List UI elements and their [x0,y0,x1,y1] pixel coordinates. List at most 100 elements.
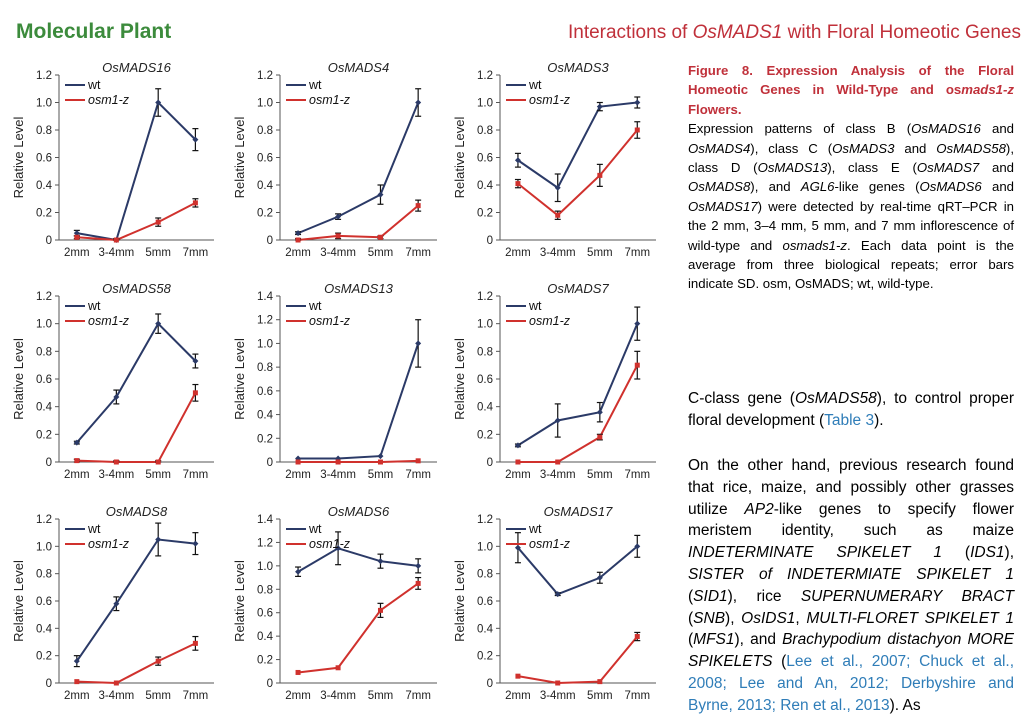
y-tick-label: 0.2 [36,429,52,441]
y-tick-label: 0.4 [477,180,494,192]
legend-label-wt: wt [87,78,101,92]
citations-link[interactable]: Lee et al., 2007; Chuck et al., 2008; Le… [688,653,1014,714]
y-axis-label: Relative Level [452,560,467,642]
series-line-wt [517,545,638,596]
y-tick-label: 0.2 [477,208,493,220]
x-tick-label: 5mm [368,469,394,481]
legend-label-wt: wt [308,522,322,536]
y-tick-label: 1.0 [36,541,52,553]
data-point-osm1-z [555,459,561,465]
data-point-wt [155,536,162,543]
table-3-link[interactable]: Table 3 [824,411,875,429]
y-tick-label: 1.2 [36,291,52,303]
running-title-gene: OsMADS1 [692,22,783,43]
y-tick-label: 0.6 [257,153,273,165]
data-point-wt [514,442,521,449]
y-tick-label: 0.2 [257,433,273,445]
y-tick-label: 0.4 [257,410,274,422]
running-title-post: with Floral Homeotic Genes [782,22,1021,43]
data-point-osm1-z [634,362,640,368]
chart-title: OsMADS16 [102,60,171,75]
data-point-osm1-z [555,680,561,686]
data-point-osm1-z [295,237,301,243]
data-point-osm1-z [192,640,198,646]
y-tick-label: 0 [46,235,52,247]
data-point-wt [192,136,199,143]
chart-osmads7: OsMADS7 0 0.2 0.4 0.6 0.8 1.0 1.2 Relative Level… [452,281,656,481]
x-tick-label: 7mm [624,690,650,702]
data-point-wt [295,568,302,575]
series-line-osm1-z [298,459,419,463]
y-tick-label: 1.2 [477,514,493,526]
y-tick-label: 0.2 [477,651,493,663]
x-tick-label: 2mm [505,690,531,702]
data-point-wt [554,184,561,191]
legend-label-osm1-z: osm1-z [309,537,351,551]
legend-label-wt: wt [308,299,322,313]
data-point-wt [73,658,80,665]
data-point-osm1-z [597,679,603,685]
y-axis-label: Relative Level [11,338,26,420]
y-tick-label: 0.6 [36,596,52,608]
x-tick-label: 5mm [145,469,171,481]
y-tick-label: 1.4 [257,291,274,303]
series-line-wt [517,323,639,447]
y-tick-label: 0.8 [36,346,52,358]
y-axis-label: Relative Level [232,338,247,420]
data-point-osm1-z [335,665,341,671]
y-tick-label: 0.2 [257,208,273,220]
y-tick-label: 1.0 [477,98,493,110]
y-tick-label: 0.4 [36,402,53,414]
y-tick-label: 0.8 [477,346,493,358]
y-tick-label: 0 [46,457,52,469]
chart-osmads13: OsMADS13 0 0.2 0.4 0.6 0.8 1.0 1.2 1.4 Relative L… [232,281,437,481]
y-tick-label: 0.4 [257,180,274,192]
data-point-osm1-z [597,172,603,178]
y-tick-label: 1.0 [257,338,273,350]
data-point-wt [113,600,120,607]
series-line-osm1-z [297,582,419,674]
x-tick-label: 3-4mm [320,247,356,259]
y-tick-label: 0 [267,235,273,247]
data-point-wt [73,439,80,446]
chart-title: OsMADS3 [547,60,609,75]
body-paragraph-2: On the other hand, previous research fou… [688,457,1014,714]
data-point-osm1-z [415,203,421,209]
data-point-osm1-z [74,234,80,240]
x-tick-label: 3-4mm [540,469,576,481]
data-point-osm1-z [74,458,80,464]
data-point-wt [634,99,641,106]
data-point-osm1-z [634,127,640,133]
data-point-wt [377,453,384,460]
series-line-wt [297,102,420,235]
y-tick-label: 0.6 [257,608,273,620]
data-point-osm1-z [597,434,603,440]
data-point-osm1-z [515,181,521,187]
x-tick-label: 5mm [587,469,613,481]
running-title-pre: Interactions of [567,22,693,43]
x-tick-label: 2mm [285,690,311,702]
data-point-osm1-z [192,200,198,206]
x-tick-label: 7mm [405,690,431,702]
y-tick-label: 0.8 [257,362,273,374]
data-point-osm1-z [192,390,198,396]
y-tick-label: 1.0 [257,98,273,110]
x-tick-label: 2mm [285,469,311,481]
data-point-osm1-z [555,212,561,218]
y-tick-label: 1.2 [257,70,273,82]
legend-label-wt: wt [87,522,101,536]
data-point-wt [335,545,342,552]
chart-title: OsMADS6 [328,504,390,519]
data-point-wt [596,409,603,416]
data-point-osm1-z [113,237,119,243]
data-point-wt [377,191,384,198]
x-tick-label: 3-4mm [320,469,356,481]
y-tick-label: 0.4 [257,631,274,643]
y-tick-label: 0.4 [477,623,494,635]
series-line-osm1-z [517,364,639,463]
data-point-osm1-z [155,459,161,465]
data-point-wt [73,230,80,237]
series-line-wt [298,343,420,460]
y-tick-label: 1.0 [477,541,493,553]
series-line-osm1-z [76,201,196,242]
